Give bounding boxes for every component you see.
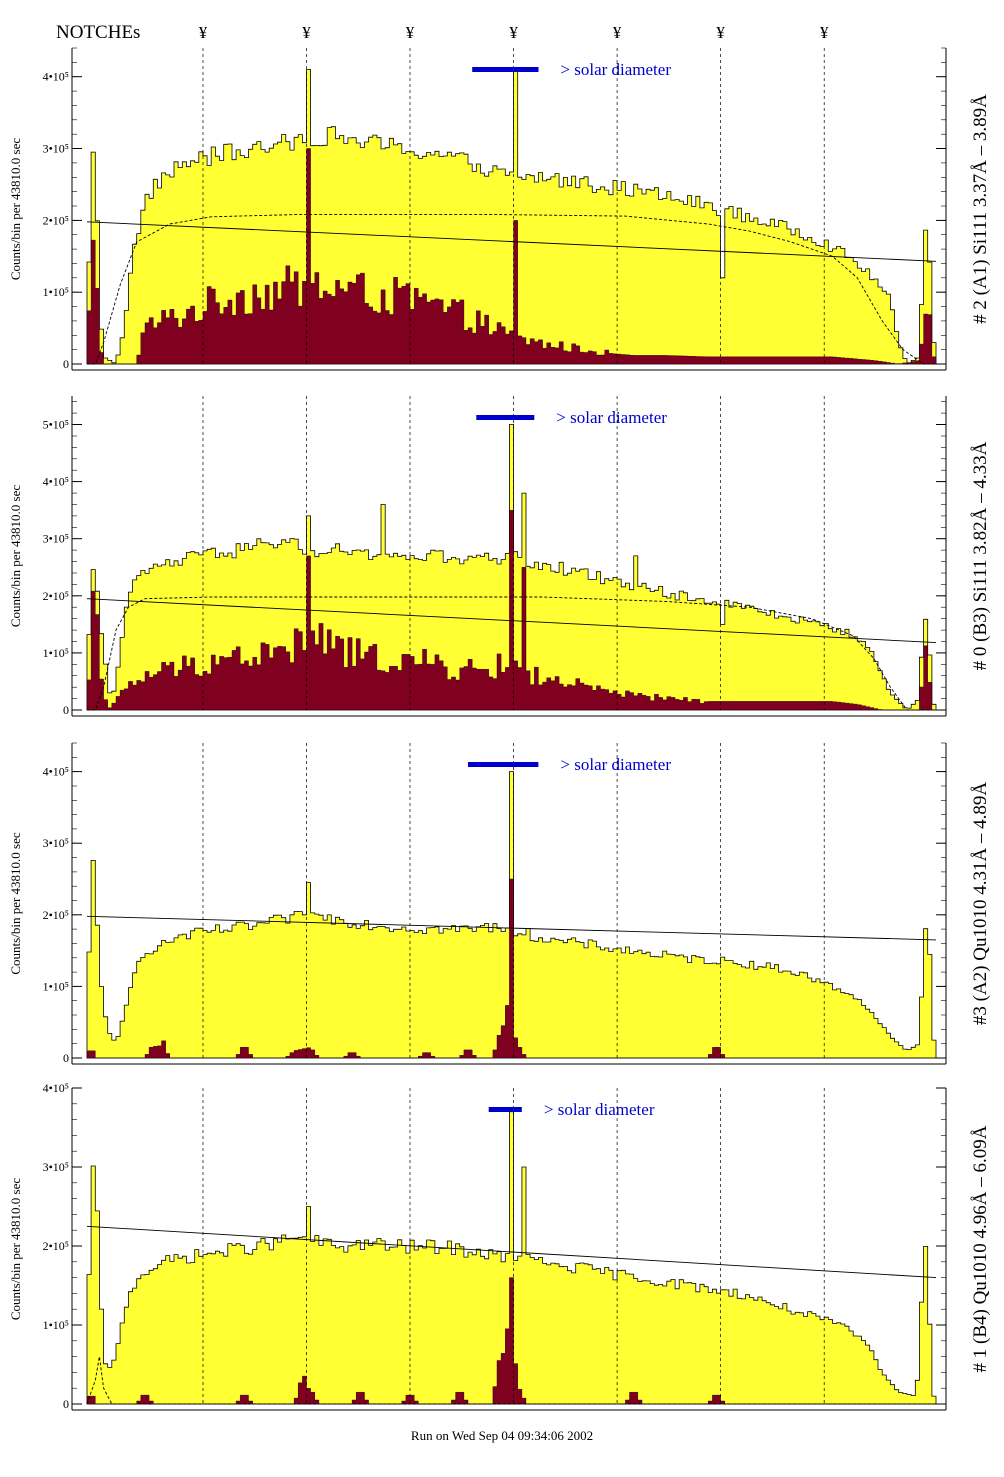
ytick-label: 3•10⁵ [43, 1160, 69, 1174]
ytick-label: 4•10⁵ [43, 765, 69, 779]
ytick-label: 4•10⁵ [43, 475, 69, 489]
notch-marker: ¥ [406, 23, 415, 42]
ytick-label: 0 [63, 1397, 69, 1411]
trend-line [86, 915, 937, 941]
panel-b3-si111: 0 1•10⁵ 2•10⁵ 3•10⁵ 4•10⁵ 5•10⁵ Counts/bin per… [8, 396, 991, 717]
model-curve [87, 596, 936, 711]
ytick-label: 3•10⁵ [43, 836, 69, 850]
run-timestamp: Run on Wed Sep 04 09:34:06 2002 [410, 1428, 594, 1443]
ytick-label: 1•10⁵ [43, 646, 69, 660]
model-curve [86, 1356, 936, 1405]
notch-marker: ¥ [716, 23, 725, 42]
solar-diameter-bar [472, 67, 539, 72]
solar-diameter-bar [468, 762, 539, 767]
ytick-label: 1•10⁵ [43, 1318, 69, 1332]
notches-header: NOTCHEs ¥ ¥ ¥ ¥ ¥ ¥ ¥ [56, 22, 829, 43]
ytick-label: 0 [63, 1051, 69, 1065]
ytick-label: 3•10⁵ [43, 142, 69, 156]
trend-line [86, 1225, 937, 1279]
notch-marker: ¥ [820, 23, 829, 42]
histogram-total [86, 69, 937, 365]
panel-label: # 1 (B4) Qu1010 4.96Å – 6.09Å [970, 1125, 991, 1372]
ytick-label: 1•10⁵ [43, 979, 69, 993]
notch-marker: ¥ [509, 23, 518, 42]
y-axis-label: Counts/bin per 43810.0 sec [8, 138, 23, 280]
solar-diameter-bar [488, 1107, 522, 1112]
trend-line [86, 221, 937, 262]
notch-marker: ¥ [302, 23, 311, 42]
ytick-label: 2•10⁵ [43, 213, 69, 227]
trend-line [86, 598, 937, 644]
histogram-subset [86, 148, 937, 365]
notches-label: NOTCHEs [56, 22, 140, 43]
panel-label: #3 (A2) Qu1010 4.31Å – 4.89Å [970, 782, 991, 1026]
panel-a1-si111: 0 1•10⁵ 2•10⁵ 3•10⁵ 4•10⁵ Counts/bin per 4381… [8, 47, 991, 371]
solar-diameter-label: > solar diameter [556, 408, 667, 427]
solar-diameter-bar [476, 415, 535, 420]
notch-marker: ¥ [613, 23, 622, 42]
panel-a2-qu1010: 0 1•10⁵ 2•10⁵ 3•10⁵ 4•10⁵ Counts/bin per 4381… [8, 742, 991, 1065]
y-axis-label: Counts/bin per 43810.0 sec [8, 832, 23, 974]
panel-label: # 2 (A1) Si111 3.37Å – 3.89Å [970, 94, 991, 324]
ytick-label: 4•10⁵ [43, 1081, 69, 1095]
ytick-label: 3•10⁵ [43, 532, 69, 546]
y-axis-label: Counts/bin per 43810.0 sec [8, 485, 23, 627]
ytick-label: 0 [63, 357, 69, 371]
solar-diameter-label: > solar diameter [560, 755, 671, 774]
ytick-label: 1•10⁵ [43, 285, 69, 299]
histogram-subset [86, 510, 936, 711]
panel-label: # 0 (B3) Si111 3.82Å – 4.33Å [970, 441, 991, 670]
ytick-label: 2•10⁵ [43, 589, 69, 603]
panels: 0 1•10⁵ 2•10⁵ 3•10⁵ 4•10⁵ Counts/bin per 4381… [8, 47, 991, 1411]
ytick-label: 2•10⁵ [43, 1239, 69, 1253]
solar-diameter-label: > solar diameter [544, 1100, 655, 1119]
y-axis-label: Counts/bin per 43810.0 sec [8, 1178, 23, 1320]
panel-b4-qu1010: 0 1•10⁵ 2•10⁵ 3•10⁵ 4•10⁵ Counts/bin per 4381… [8, 1081, 991, 1411]
model-curve [87, 214, 936, 365]
notch-marker: ¥ [199, 23, 208, 42]
ytick-label: 4•10⁵ [43, 70, 69, 84]
ytick-label: 2•10⁵ [43, 908, 69, 922]
ytick-label: 5•10⁵ [43, 418, 69, 432]
solar-diameter-label: > solar diameter [560, 60, 671, 79]
histogram-subset [86, 878, 936, 1059]
ytick-label: 0 [63, 703, 69, 717]
